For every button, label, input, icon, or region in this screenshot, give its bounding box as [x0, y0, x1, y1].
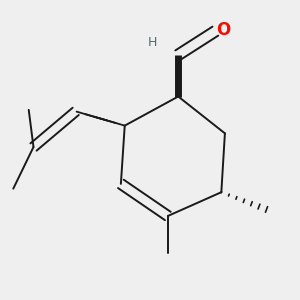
Text: H: H	[148, 36, 157, 49]
Text: O: O	[216, 21, 230, 39]
